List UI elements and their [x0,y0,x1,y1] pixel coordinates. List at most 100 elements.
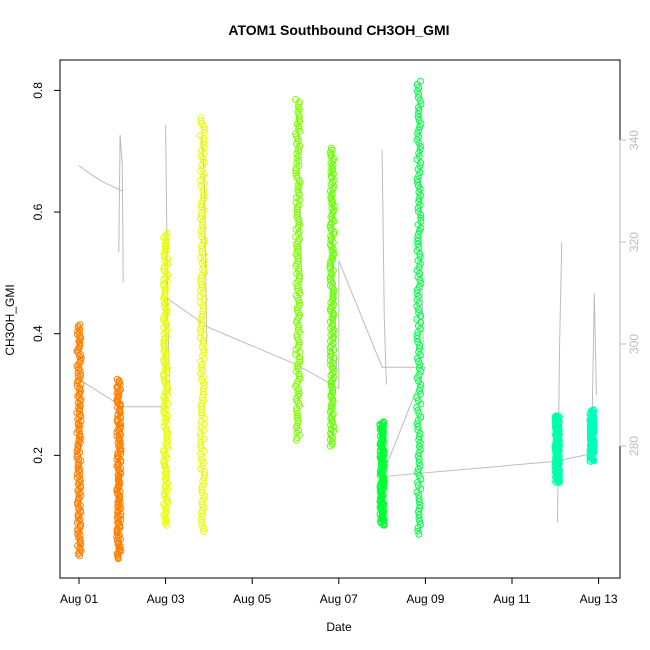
data-point [330,206,338,214]
data-point [163,229,171,237]
x-tick-label: Aug 13 [580,592,618,606]
secondary-line-6 [381,150,387,385]
data-point [197,114,205,122]
data-point [415,116,423,124]
data-point [415,508,422,516]
data-point [160,500,168,508]
data-point [200,138,208,146]
data-point [293,412,301,420]
data-point [328,382,335,390]
series-2 [160,229,172,529]
data-point [378,512,386,520]
y-tick-label: 0.2 [31,447,45,464]
data-point [162,517,170,525]
data-point [415,442,423,450]
data-point [293,211,301,219]
data-point [326,357,334,364]
data-point [161,286,169,294]
data-point [160,393,168,401]
data-point [161,397,169,405]
data-point [417,214,425,222]
data-point [296,358,304,366]
data-point [416,390,424,398]
data-point [162,274,170,281]
data-point [161,410,169,418]
series-3 [196,114,209,535]
data-point [417,279,425,287]
data-point [327,273,335,281]
data-point [292,279,300,287]
series-7 [413,77,425,538]
data-point [415,449,423,457]
data-point [415,133,422,141]
data-point [328,438,336,446]
data-point [327,361,335,369]
data-point [329,389,337,397]
data-point [197,275,205,282]
data-point [416,504,423,512]
data-point [329,363,337,371]
data-point [416,439,424,447]
data-point [326,260,334,268]
data-point [160,404,168,412]
data-point [413,315,421,323]
data-point [295,301,303,309]
data-point [416,517,424,525]
secondary-line-0 [78,165,123,192]
data-point [413,296,421,304]
data-point [415,433,423,441]
data-point [75,517,83,525]
data-point [294,284,301,292]
data-point [329,395,336,403]
data-point [415,263,423,271]
data-point [75,467,83,475]
data-point [415,306,422,313]
data-point [162,362,170,370]
data-point [198,221,206,229]
data-point [115,377,123,385]
data-point [293,208,301,216]
y-tick-label: 0.4 [31,325,45,342]
data-point [160,355,168,363]
x-tick-label: Aug 03 [147,592,185,606]
data-point [416,123,424,131]
data-point [76,405,84,413]
data-point [415,511,423,519]
lines-layer [78,114,599,523]
data-point [74,349,82,357]
data-point [415,90,423,98]
data-point [330,202,338,210]
data-point [414,273,422,281]
y-tick-label: 0.8 [31,82,45,99]
data-point [415,198,423,206]
data-point [327,172,335,180]
data-point [296,375,304,383]
data-point [200,304,208,312]
data-point [160,370,167,378]
data-point [415,514,423,522]
data-point [76,367,84,375]
axes-layer: 0.2 0.4 0.6 0.8 280 300 320 340 Aug 01 Aug 03 Aug … [31,82,641,606]
points-layer [73,77,598,563]
data-point [415,309,423,317]
data-point [415,410,423,418]
data-point [74,533,82,541]
data-point [76,439,84,447]
data-point [162,406,170,414]
data-point [200,471,208,479]
data-point [77,387,85,395]
data-point [296,118,303,126]
data-point [292,96,299,103]
data-point [415,94,422,102]
data-point [295,341,303,349]
y-tick-label: 0.6 [31,203,45,220]
data-point [380,418,388,426]
connector-line [78,260,599,478]
data-point [293,414,301,422]
data-point [75,364,83,372]
data-point [417,77,424,85]
data-point [197,402,205,410]
data-point [75,394,83,402]
data-point [328,189,336,197]
data-point [76,400,84,408]
